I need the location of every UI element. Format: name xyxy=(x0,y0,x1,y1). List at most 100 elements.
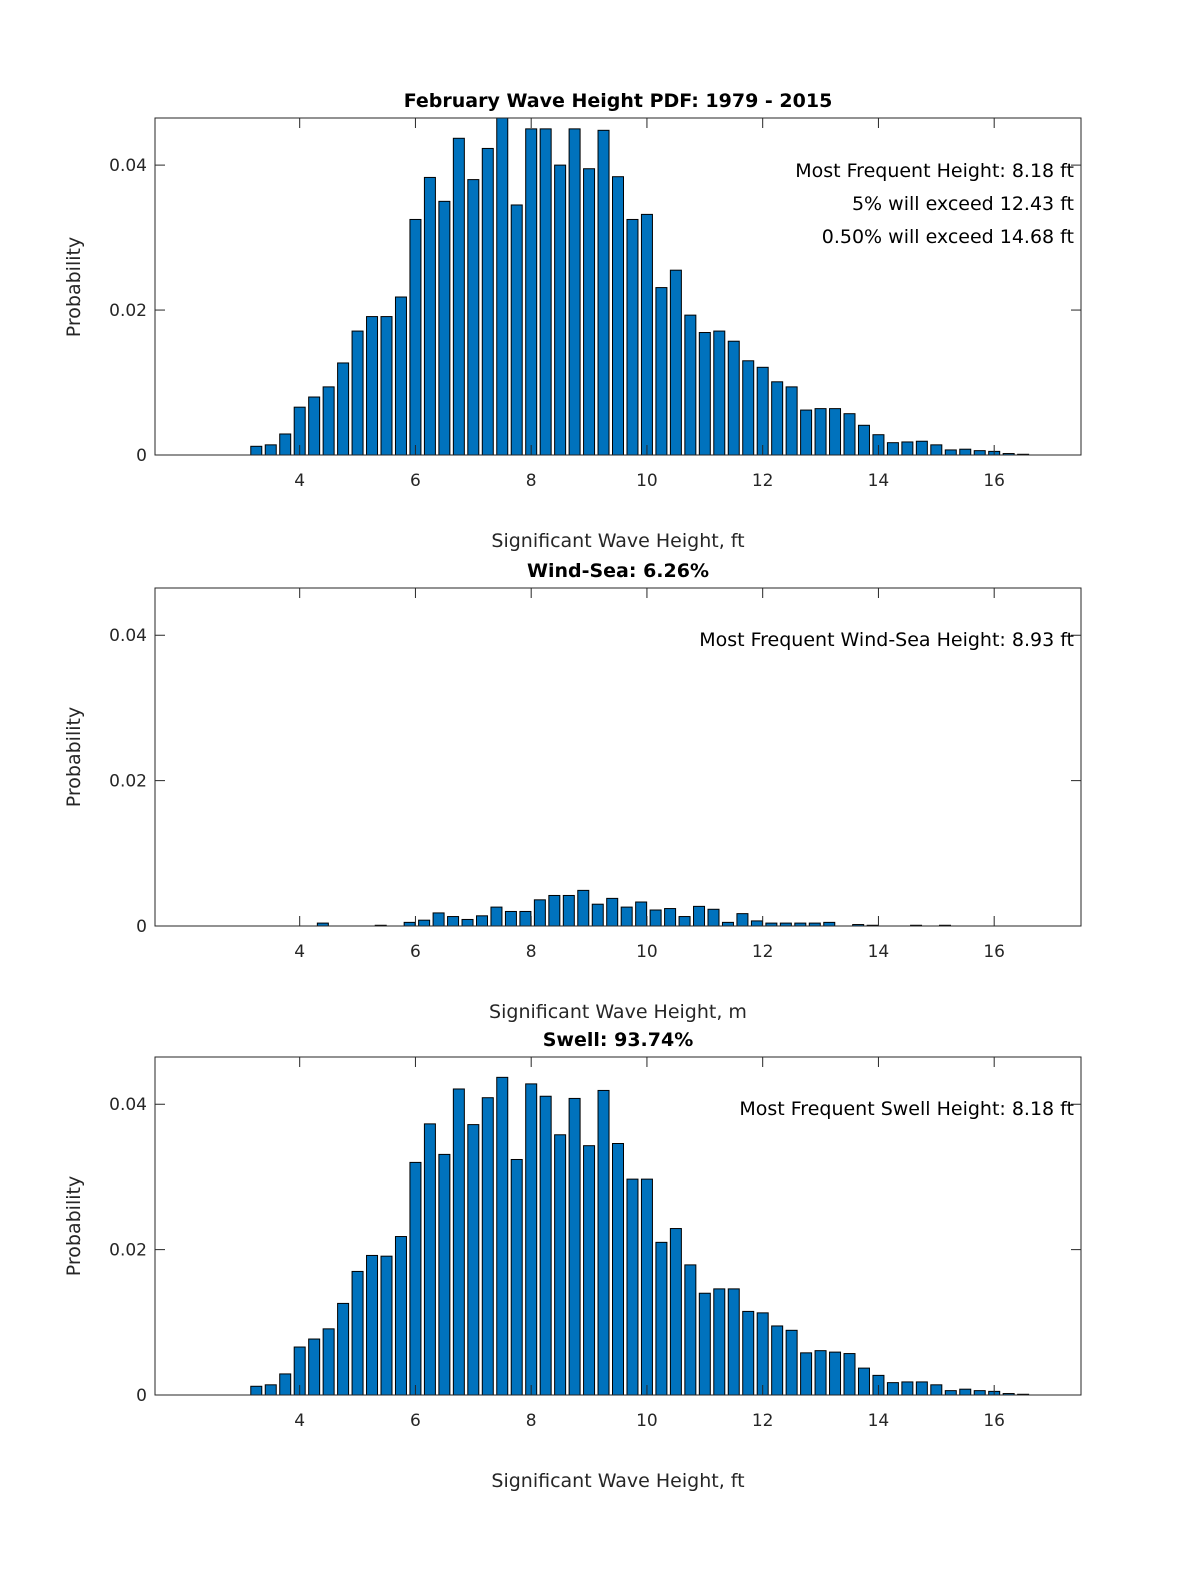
bar xyxy=(901,441,914,456)
y-tick-label: 0.04 xyxy=(109,156,147,176)
bar xyxy=(742,1310,755,1396)
bar xyxy=(510,204,523,456)
x-tick-label: 14 xyxy=(868,1411,890,1431)
x-tick-label: 12 xyxy=(752,1411,774,1431)
bar xyxy=(539,128,552,456)
annotation-0-5pct-exceed: 0.50% will exceed 14.68 ft xyxy=(822,226,1074,248)
bar xyxy=(337,1302,350,1396)
bar xyxy=(800,409,813,456)
bar xyxy=(403,921,416,927)
chart-panel-wind-sea: Wind-Sea: 6.26% Significant Wave Height,… xyxy=(63,560,1082,1023)
bar xyxy=(394,1236,407,1396)
x-tick-label: 4 xyxy=(294,471,305,491)
bar xyxy=(452,1088,465,1396)
bar xyxy=(467,179,480,456)
bar xyxy=(438,1153,451,1396)
bar xyxy=(655,1241,668,1396)
bar xyxy=(554,1134,567,1396)
bar xyxy=(409,218,422,456)
annotation-most-frequent: Most Frequent Swell Height: 8.18 ft xyxy=(739,1098,1074,1120)
bar xyxy=(814,408,827,456)
x-tick-label: 10 xyxy=(636,942,658,962)
bar xyxy=(678,916,691,927)
bar xyxy=(606,897,619,927)
x-tick-label: 4 xyxy=(294,1411,305,1431)
chart-panel-total: February Wave Height PDF: 1979 - 2015 Si… xyxy=(63,90,1082,552)
bar xyxy=(857,1367,870,1396)
bar xyxy=(959,448,972,456)
x-tick-label: 4 xyxy=(294,942,305,962)
bar xyxy=(973,1390,986,1396)
bar xyxy=(901,1381,914,1396)
bar xyxy=(857,424,870,456)
bar xyxy=(727,1288,740,1396)
annotation-group: Most Frequent Wind-Sea Height: 8.93 ft xyxy=(699,629,1074,651)
bar xyxy=(959,1388,972,1396)
bar xyxy=(568,128,581,456)
bar xyxy=(452,137,465,456)
bar xyxy=(771,1325,784,1396)
bar xyxy=(533,899,546,927)
chart-panel-swell: Swell: 93.74% Significant Wave Height, f… xyxy=(63,1029,1082,1492)
bar xyxy=(250,1385,263,1396)
bar xyxy=(461,918,474,927)
x-axis-label: Significant Wave Height, ft xyxy=(491,530,744,552)
bar xyxy=(476,915,488,927)
bar xyxy=(481,1097,494,1396)
bar xyxy=(944,449,957,456)
bar xyxy=(539,1095,552,1396)
bar xyxy=(669,269,682,456)
bar xyxy=(649,909,662,927)
bar xyxy=(915,440,928,456)
bar xyxy=(756,366,769,456)
x-tick-label: 12 xyxy=(752,471,774,491)
x-tick-label: 12 xyxy=(752,942,774,962)
x-tick-label: 6 xyxy=(410,471,421,491)
x-tick-label: 16 xyxy=(983,942,1005,962)
x-tick-label: 8 xyxy=(526,471,537,491)
chart-title: Swell: 93.74% xyxy=(543,1029,694,1051)
bar xyxy=(742,360,755,456)
bar xyxy=(713,330,726,456)
y-tick-label: 0.04 xyxy=(109,1095,147,1115)
bar xyxy=(568,1097,581,1396)
y-axis-label: Probability xyxy=(63,707,85,807)
bar xyxy=(510,1158,523,1396)
bar xyxy=(930,444,943,456)
bar xyxy=(308,1338,321,1396)
bar xyxy=(930,1384,943,1396)
annotation-most-frequent: Most Frequent Wind-Sea Height: 8.93 ft xyxy=(699,629,1074,651)
y-tick-label: 0 xyxy=(136,1386,147,1406)
bar xyxy=(944,1390,957,1396)
bar xyxy=(409,1161,422,1396)
axes-box xyxy=(154,587,1082,927)
bar xyxy=(973,450,986,456)
bar xyxy=(635,901,648,927)
bar xyxy=(612,1143,624,1396)
bar xyxy=(727,340,740,456)
x-tick-label: 6 xyxy=(410,1411,421,1431)
bar xyxy=(583,1145,596,1396)
bar xyxy=(423,176,436,456)
bar xyxy=(279,1373,292,1396)
bar xyxy=(380,316,393,456)
bar xyxy=(707,908,720,927)
bar xyxy=(447,916,460,927)
bar xyxy=(785,386,798,456)
bar xyxy=(713,1288,726,1396)
bar xyxy=(366,1254,379,1396)
bar xyxy=(640,1178,653,1396)
x-tick-label: 16 xyxy=(983,1411,1005,1431)
bar xyxy=(698,1292,711,1396)
bar xyxy=(351,330,364,456)
bar xyxy=(519,910,532,927)
bar xyxy=(548,894,561,927)
bar xyxy=(771,381,784,456)
axis-ticks: 4 6 8 10 12 14 16 0 0.02 0.04 xyxy=(109,118,1081,491)
bar xyxy=(693,905,706,927)
bar xyxy=(322,1328,335,1396)
x-tick-label: 14 xyxy=(868,471,890,491)
x-axis-label: Significant Wave Height, ft xyxy=(491,1470,744,1492)
y-tick-label: 0.02 xyxy=(109,1241,147,1261)
bar xyxy=(366,316,379,456)
